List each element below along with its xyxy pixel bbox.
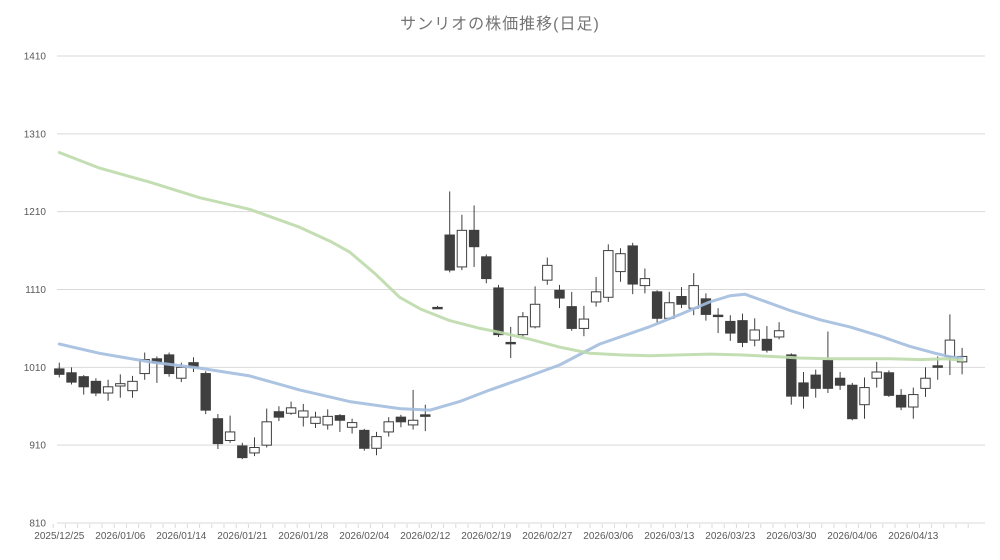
candle-body-up bbox=[310, 416, 321, 424]
x-axis-date-label: 2025/12/25 bbox=[34, 531, 84, 542]
y-axis-tick-label: 810 bbox=[29, 519, 46, 530]
candle-body-up bbox=[383, 421, 394, 433]
y-axis-tick-label: 1410 bbox=[24, 52, 47, 63]
y-axis-tick-label: 1110 bbox=[25, 285, 46, 296]
candle-body-down bbox=[627, 245, 638, 285]
candle-body-down bbox=[334, 415, 346, 421]
candle-body-up bbox=[590, 291, 602, 303]
candle-body-down bbox=[481, 256, 492, 280]
candle-body-down bbox=[273, 411, 285, 418]
candle-body-up bbox=[224, 431, 236, 441]
y-axis-tick-label: 910 bbox=[29, 441, 46, 452]
candle-body-down bbox=[420, 414, 431, 417]
candle-body-up bbox=[773, 330, 785, 338]
ma-long-line bbox=[57, 151, 964, 362]
candle-body-down bbox=[883, 372, 895, 396]
x-axis-date-label: 2026/03/06 bbox=[583, 531, 633, 542]
candle-body-down bbox=[676, 296, 687, 305]
x-axis-date-label: 2026/01/21 bbox=[217, 531, 267, 542]
y-axis-tick-label: 1010 bbox=[24, 363, 47, 374]
x-axis-date-label: 2026/03/13 bbox=[644, 531, 694, 542]
candle-body-down bbox=[90, 380, 102, 394]
candle-body-up bbox=[859, 387, 870, 406]
candle-body-down bbox=[444, 234, 455, 271]
candle-body-up bbox=[176, 366, 187, 379]
candle-body-down bbox=[432, 306, 443, 310]
ma-short-line bbox=[57, 292, 964, 412]
candle-body-up bbox=[346, 422, 358, 428]
candle-body-down bbox=[932, 365, 943, 368]
candle-body-up bbox=[102, 386, 114, 394]
candle-body-up bbox=[688, 285, 699, 309]
candle-body-down bbox=[200, 373, 211, 411]
candle-body-up bbox=[639, 278, 651, 287]
candle-body-up bbox=[749, 329, 760, 341]
candle-body-up bbox=[456, 229, 468, 268]
x-axis-date-label: 2026/01/14 bbox=[156, 531, 206, 542]
candle-body-down bbox=[237, 445, 248, 459]
candle-body-up bbox=[115, 383, 126, 387]
candle-body-down bbox=[798, 382, 809, 397]
y-axis-tick-label: 1310 bbox=[24, 129, 47, 140]
candle-body-up bbox=[249, 447, 260, 454]
candle-body-down bbox=[712, 314, 724, 318]
candle-body-up bbox=[298, 410, 309, 418]
candle-body-up bbox=[529, 303, 541, 328]
candle-body-down bbox=[651, 291, 663, 319]
x-axis-date-label: 2026/02/19 bbox=[461, 531, 511, 542]
candle-body-up bbox=[908, 394, 919, 408]
candle-body-down bbox=[395, 416, 407, 423]
candle-body-down bbox=[505, 341, 516, 345]
candle-body-down bbox=[566, 306, 577, 329]
candle-body-up bbox=[517, 316, 529, 336]
candle-body-down bbox=[761, 338, 773, 351]
x-axis-date-label: 2026/04/13 bbox=[888, 531, 938, 542]
x-axis-date-label: 2026/01/28 bbox=[278, 531, 328, 542]
y-axis-tick-label: 1210 bbox=[24, 207, 47, 218]
candle-body-up bbox=[578, 318, 590, 329]
candle-body-down bbox=[359, 429, 370, 449]
candle-body-down bbox=[786, 354, 797, 397]
candle-body-up bbox=[371, 436, 382, 449]
candle-body-up bbox=[542, 264, 553, 281]
chart-title: サンリオの株価推移(日足) bbox=[400, 16, 600, 33]
candle-body-down bbox=[834, 377, 846, 386]
x-axis-date-label: 2026/04/06 bbox=[827, 531, 877, 542]
x-axis-date-label: 2026/03/23 bbox=[705, 531, 755, 542]
candle-body-up bbox=[944, 339, 956, 357]
x-axis-date-label: 2026/03/30 bbox=[766, 531, 816, 542]
candle-body-up bbox=[322, 415, 333, 426]
candle-body-up bbox=[871, 371, 882, 379]
candle-body-down bbox=[212, 418, 224, 445]
candle-body-up bbox=[407, 419, 419, 426]
candle-body-up bbox=[603, 250, 614, 298]
candle-body-down bbox=[725, 320, 736, 334]
candle-body-down bbox=[493, 287, 504, 336]
x-axis-date-label: 2026/02/12 bbox=[400, 531, 450, 542]
candle-body-up bbox=[127, 380, 138, 392]
candle-body-up bbox=[615, 253, 626, 273]
candle-body-down bbox=[554, 289, 565, 299]
x-axis-date-label: 2026/02/04 bbox=[339, 531, 389, 542]
candle-body-down bbox=[78, 376, 89, 388]
candle-body-down bbox=[66, 372, 77, 383]
candle-body-down bbox=[847, 384, 858, 420]
candle-body-up bbox=[920, 377, 931, 389]
candle-body-up bbox=[285, 407, 297, 414]
candle-body-up bbox=[261, 421, 272, 446]
candle-body-down bbox=[895, 394, 907, 408]
candle-body-down bbox=[737, 320, 748, 343]
candle-body-down bbox=[822, 359, 834, 389]
candle-body-down bbox=[810, 374, 821, 389]
candle-body-down bbox=[468, 229, 480, 248]
candle-body-down bbox=[54, 368, 65, 375]
x-axis-date-label: 2026/02/27 bbox=[522, 531, 572, 542]
x-axis-date-label: 2026/01/06 bbox=[95, 531, 145, 542]
